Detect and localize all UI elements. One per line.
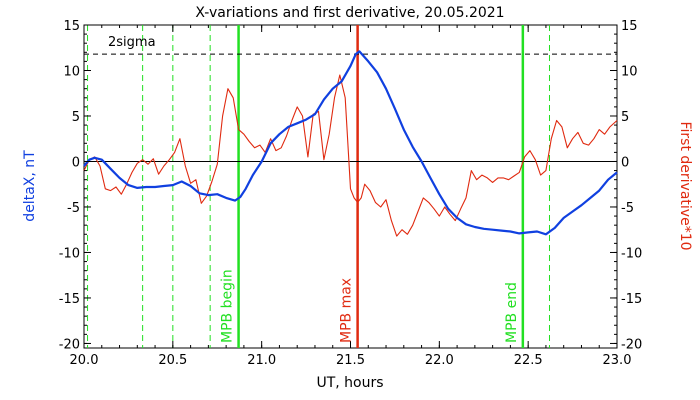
reference-lines xyxy=(84,53,617,162)
x-tick-label-2: 21.0 xyxy=(247,353,276,368)
y-tick-label-left-5: 5 xyxy=(72,110,80,125)
y-tick-label-left-7: 15 xyxy=(63,19,80,34)
y-tick-label-right-6: 10 xyxy=(621,64,638,79)
y-tick-label-left-1: -15 xyxy=(59,292,80,307)
y-tick-label-left-6: 10 xyxy=(63,64,80,79)
chart-title: X-variations and first derivative, 20.05… xyxy=(195,5,504,21)
x-tick-label-6: 23.0 xyxy=(603,353,632,368)
x-tick-label-1: 20.5 xyxy=(158,353,187,368)
y-tick-label-right-2: -10 xyxy=(621,246,642,261)
y-axis-label-right: First derivative*10 xyxy=(677,121,693,250)
marker-label-2: MPB end xyxy=(504,282,520,343)
y-tick-label-right-5: 5 xyxy=(621,110,629,125)
x-tick-label-4: 22.0 xyxy=(425,353,454,368)
y-tick-label-right-4: 0 xyxy=(621,155,629,170)
sigma-label: 2sigma xyxy=(108,35,156,50)
y-tick-label-right-1: -15 xyxy=(621,292,642,307)
y-axis-label-left: deltaX, nT xyxy=(22,150,38,222)
y-tick-label-left-4: 0 xyxy=(72,155,80,170)
y-tick-label-left-3: -5 xyxy=(67,201,80,216)
marker-label-0: MPB begin xyxy=(220,269,236,343)
series-deltax xyxy=(83,50,618,236)
y-tick-label-right-0: -20 xyxy=(621,337,642,352)
x-tick-label-3: 21.5 xyxy=(336,353,365,368)
x-tick-label-5: 22.5 xyxy=(514,353,543,368)
series-derivative xyxy=(83,74,618,237)
marker-label-1: MPB max xyxy=(339,278,355,343)
series-lines xyxy=(83,50,618,237)
axis-ticks: 20.0 20.5 21.0 21.5 22.0 22.5 23.0-20 -20-15 -15… xyxy=(59,19,642,368)
y-tick-label-left-2: -10 xyxy=(59,246,80,261)
y-tick-label-right-7: 15 xyxy=(621,19,638,34)
x-axis-label: UT, hours xyxy=(316,375,383,391)
y-tick-label-right-3: -5 xyxy=(621,201,634,216)
y-tick-label-left-0: -20 xyxy=(59,337,80,352)
marker-labels: MPB begin MPB max MPB end xyxy=(220,269,520,343)
x-tick-label-0: 20.0 xyxy=(70,353,99,368)
